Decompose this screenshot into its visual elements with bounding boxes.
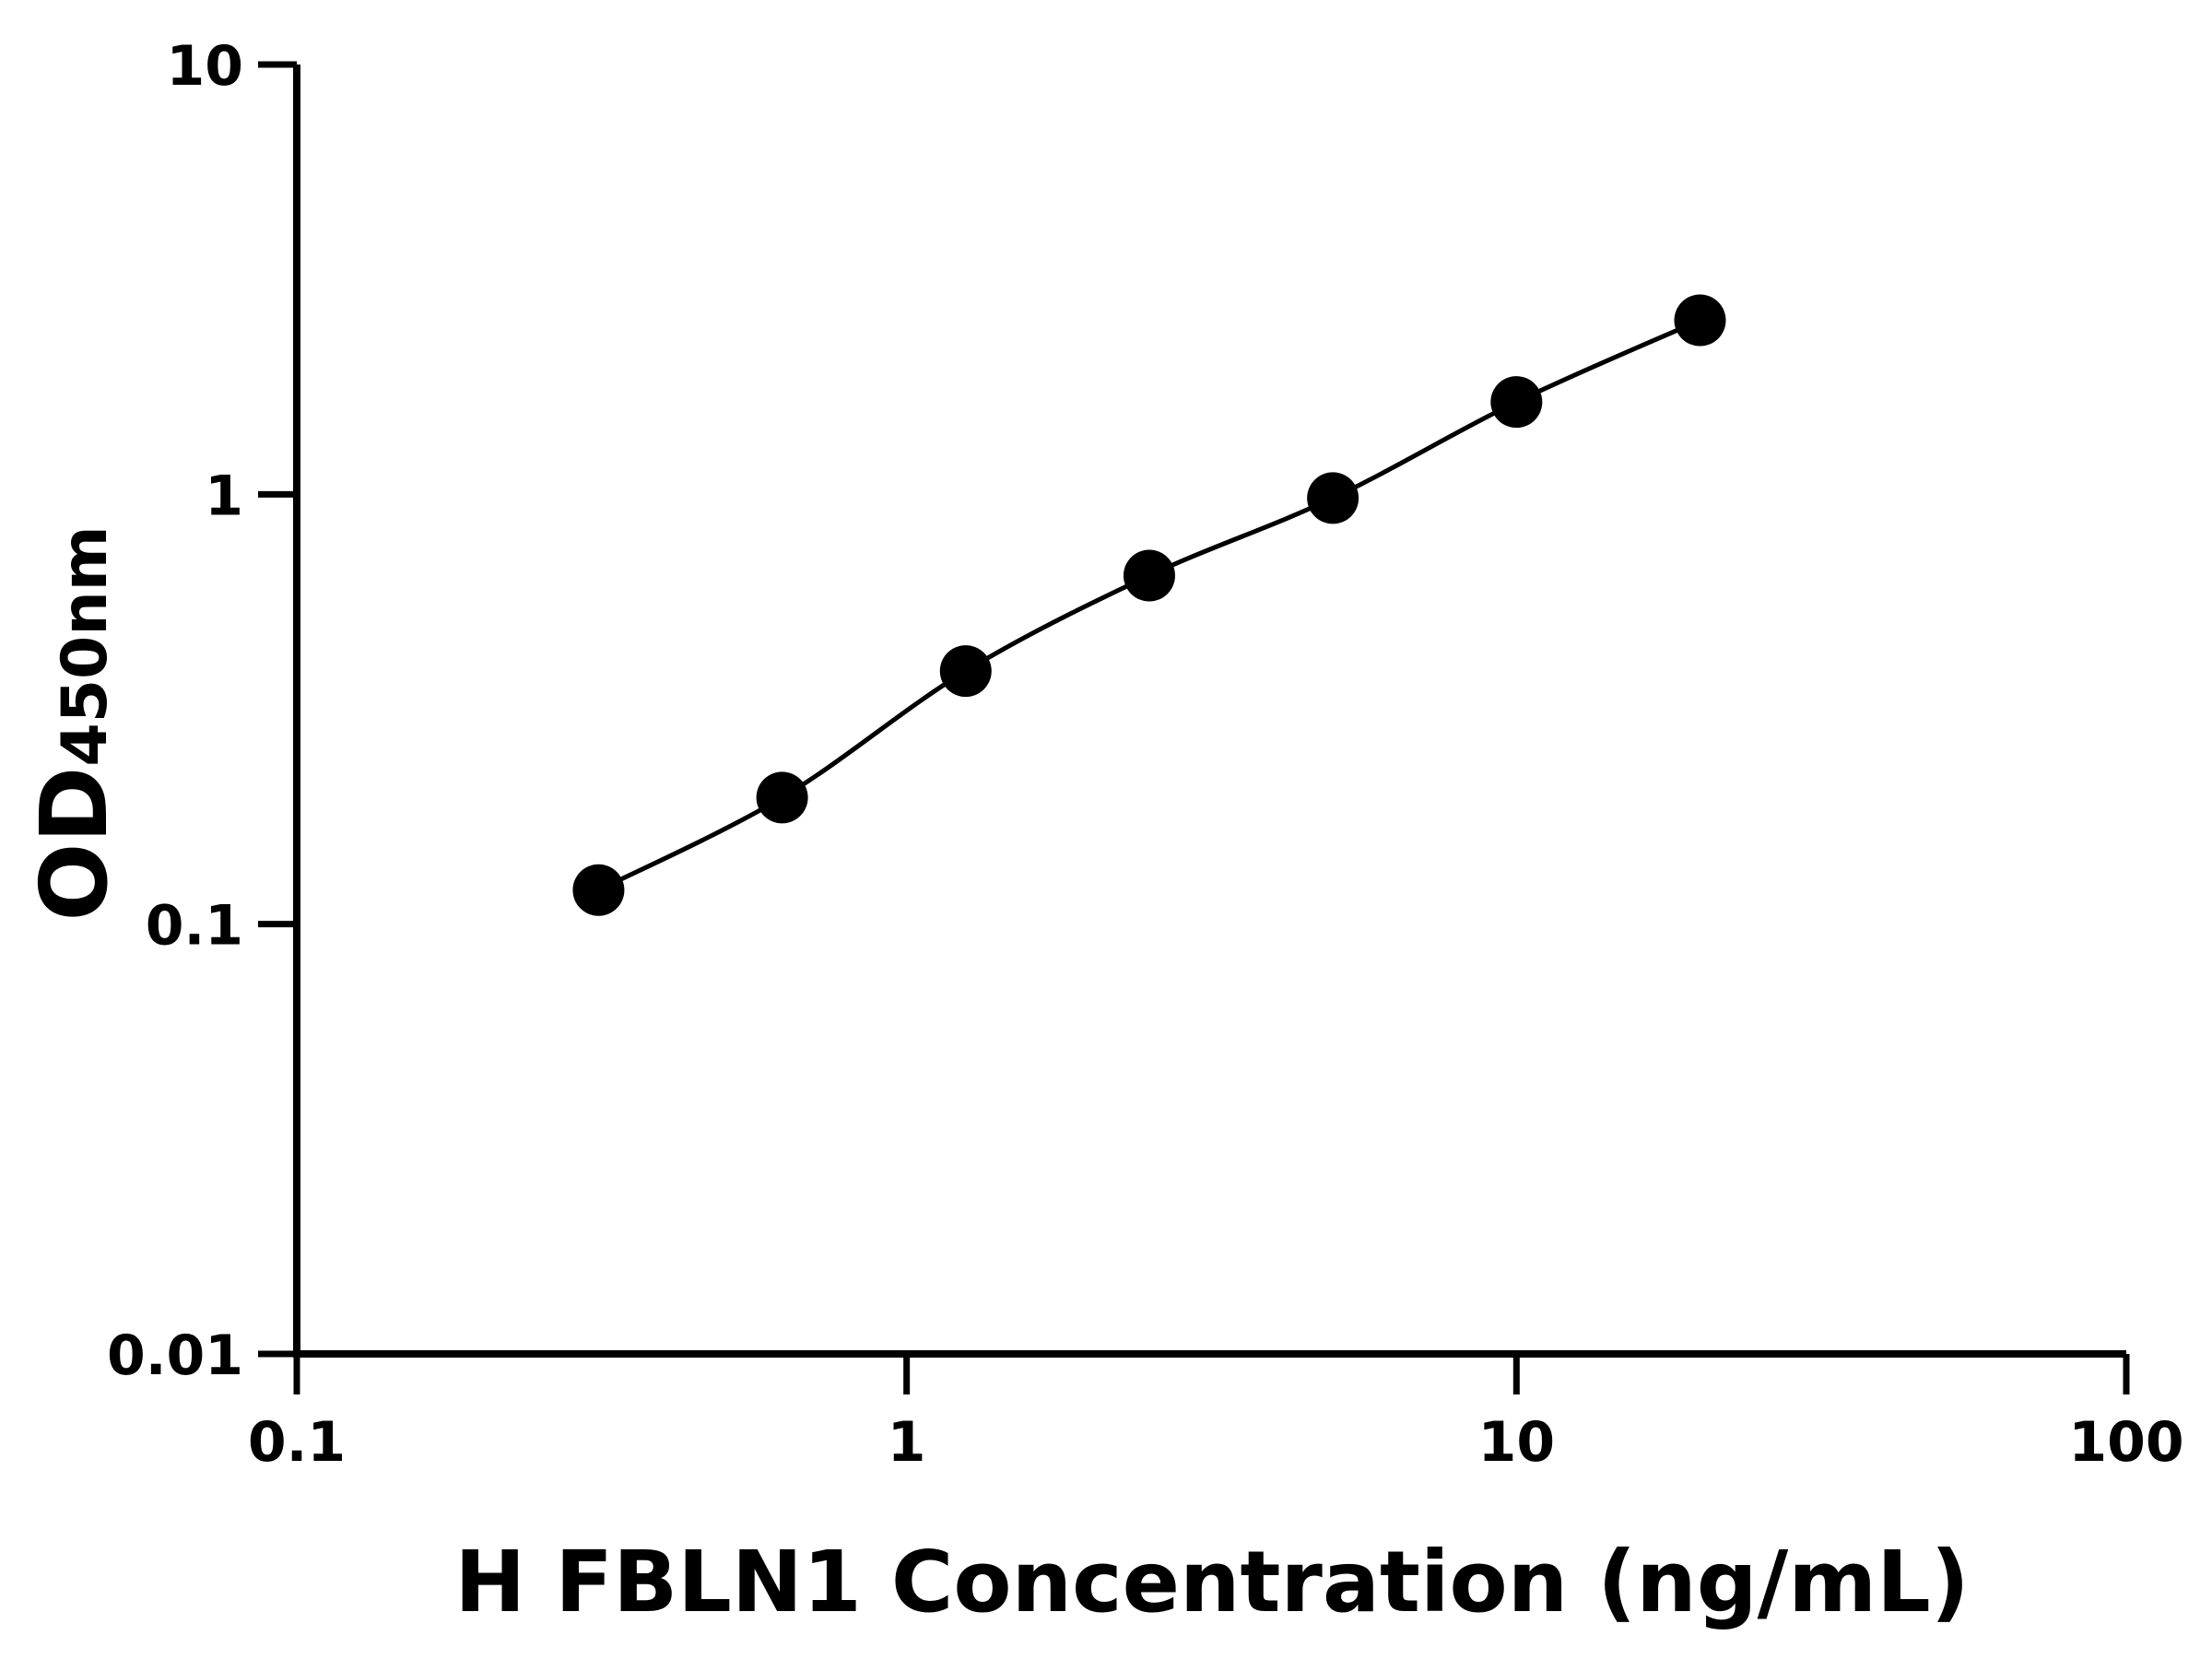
data-point [1674,294,1726,347]
axes [293,65,2126,1358]
x-tick-label: 10 [1478,1410,1556,1475]
data-point [1490,376,1543,429]
y-tick-label: 0.01 [107,1324,243,1388]
x-tick-label: 0.1 [248,1410,346,1475]
y-axis-label-main: OD [20,767,128,922]
data-points [572,294,1726,916]
y-axis-label-sub: 450nm [49,525,122,766]
y-tick-label: 0.1 [146,894,243,959]
data-point [939,645,992,698]
x-axis-label: H FBLN1 Concentration (ng/mL) [454,1533,1970,1631]
y-tick-label: 1 [205,464,243,528]
data-point [572,864,625,916]
data-point [1307,472,1359,524]
x-tick-label: 1 [888,1410,926,1475]
x-tick-label: 100 [2068,1410,2183,1475]
y-tick-label: 10 [167,34,244,99]
y-axis-label: OD450nm [20,525,128,921]
data-point [756,771,808,824]
data-point [1123,549,1175,602]
